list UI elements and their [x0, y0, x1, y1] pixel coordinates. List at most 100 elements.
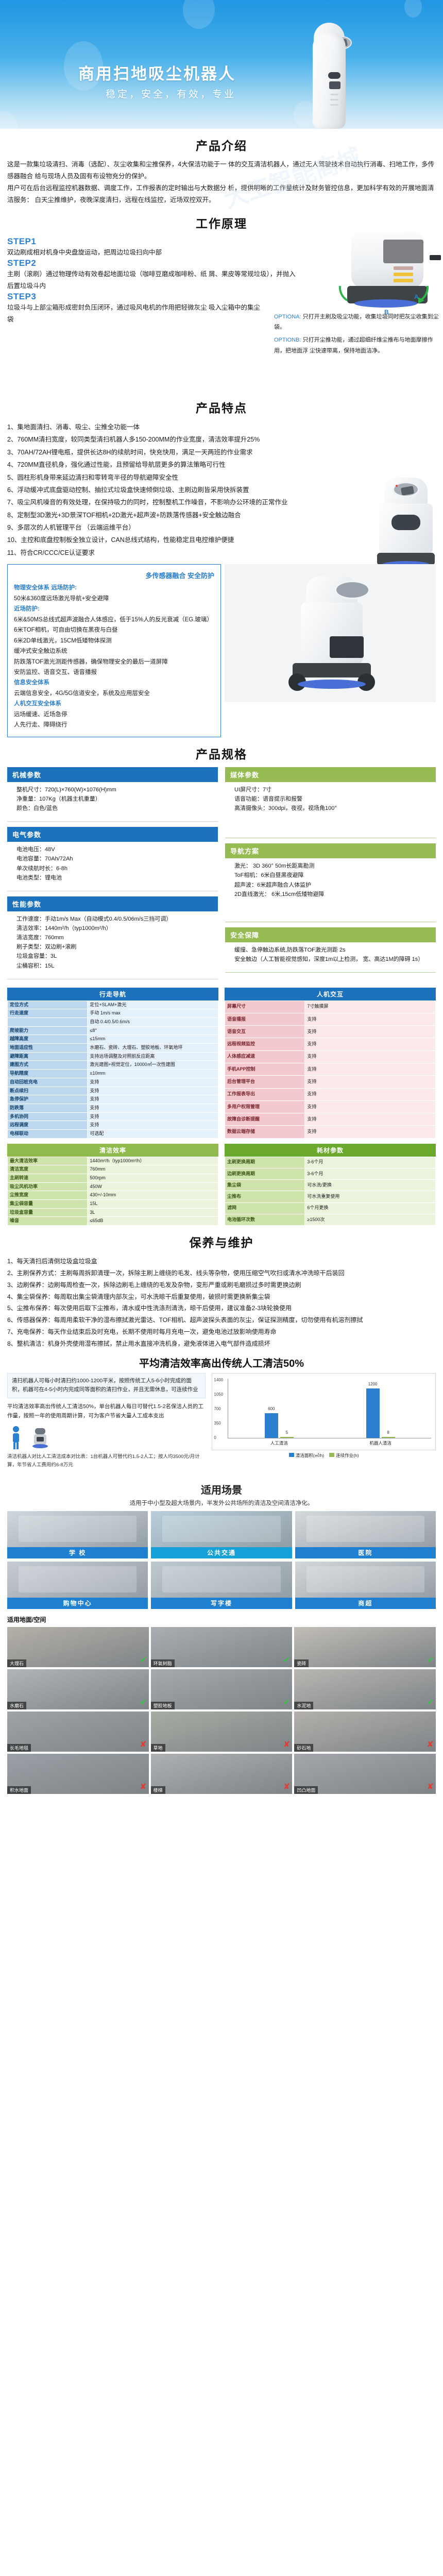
floor-cell: 环氧树脂 ✔ — [150, 1627, 293, 1668]
spec-title: 性能参数 — [7, 896, 218, 911]
floor-cell: 长毛地毯 ✘ — [7, 1711, 149, 1752]
table-cell-value: 支持 — [304, 1012, 436, 1026]
principle-section: A B STEP1 双边刷成相对机身中央盘旋运动，把周边垃圾扫向中部 STEP2… — [0, 232, 443, 392]
decorative-blob — [404, 0, 422, 18]
hero-banner: 商用扫地吸尘机器人 稳定，安全，有效，专业 — [0, 0, 443, 129]
sensor-line: 缓冲式安全触边系统 — [14, 648, 67, 655]
table-cell-key: 集尘袋容量 — [7, 1199, 88, 1209]
table-cell-key: 建图方式 — [7, 1060, 88, 1070]
maintenance-item: 6、传感器保养：每周用柔软干净的湿布擦拭激光雷达、TOF相机、超声波探头表面的灰… — [7, 1316, 363, 1324]
floor-cell: 楼梯 ✘ — [150, 1754, 293, 1794]
scenes-grid: 学 校公共交通 医院 购物中心 写字楼 商超 — [0, 1511, 443, 1609]
efficiency-chart-column: 0 350 700 1050 1400 600 5 人工清洁 1200 8 机器人清洁 清洁面积(… — [212, 1372, 436, 1470]
rotation-arrow-icon — [338, 285, 429, 303]
table-cell-value: 450W — [87, 1182, 218, 1192]
scenes-heading: 适用场景 — [201, 1485, 242, 1497]
intro-paragraph: 用户可在后台远程监控机器数据、调度工作，工作报表的定时输出与大数据分 析，提供明… — [7, 184, 434, 204]
sensor-safety-box: 多传感器融合 安全防护 物理安全体系 远场防护: 50米&360度远场激光导航+… — [7, 564, 221, 737]
efficiency-bar-chart: 0 350 700 1050 1400 600 5 人工清洁 1200 8 机器人清洁 — [212, 1372, 436, 1450]
sensor-line: 云端信息安全，4G/5G信道安全，系统及应用层安全 — [14, 690, 150, 697]
table-cell-key: 清洁宽度 — [7, 1165, 88, 1175]
chart-bar-value: 8 — [387, 1430, 389, 1435]
table-cell-value: 7寸触摸屏 — [304, 1000, 436, 1013]
table-cell-key — [7, 1018, 88, 1027]
table-cell-key: 数据云端存储 — [224, 1125, 305, 1139]
floor-cell: 大理石 ✔ — [7, 1627, 149, 1668]
table-cell-key: 导航精度 — [7, 1069, 88, 1078]
table-cell-value: ≥1500次 — [304, 1213, 436, 1226]
features-heading: 产品特点 — [196, 401, 247, 415]
table-cell-value: ≤8° — [87, 1026, 218, 1036]
floor-cell: 塑胶地板 ✔ — [150, 1669, 293, 1710]
table-cell-value: 15L — [87, 1199, 218, 1209]
spec-row: 清洁效率：1440m²/h（typ1000m²/h） — [16, 925, 112, 931]
label-b: B — [384, 308, 389, 316]
chart-bar-group: 1200 8 机器人清洁 — [366, 1382, 395, 1446]
floor-label: 草地 — [150, 1744, 165, 1752]
table-caption: 清洁效率 — [7, 1143, 218, 1157]
table-cell-key: 多用户权限管理 — [224, 1100, 305, 1114]
spec-title: 机械参数 — [7, 767, 218, 782]
spec-row: 工作速度：手动1m/s Max（自动模式0.4/0.5/06m/s三挡可调） — [16, 916, 172, 922]
sensor-group-head: 人机交互安全体系 — [14, 701, 61, 707]
table-cell-key: 自动回桩充电 — [7, 1077, 88, 1087]
table-cell-key: 电梯联动 — [7, 1129, 88, 1139]
chart-bar-value: 1200 — [368, 1381, 378, 1386]
table-row: 避障距离 支持远场调整及对照前反应距离 — [7, 1052, 218, 1061]
sensor-line: 6米2D单线激光，15CM低矮物体探测 — [14, 637, 112, 644]
chart-legend-item: 连续作业(h) — [329, 1452, 359, 1459]
table-row: 自动 0.4/0.5/0.6m/s — [7, 1018, 218, 1027]
spec-block-navigation: 导航方案 激光： 3D 360° 50m长距离勘测 ToF相机：6米白昼黑夜避障… — [225, 843, 436, 903]
spec-row: 整机尺寸：720(L)×760(W)×1076(H)mm — [16, 786, 116, 793]
feature-item: 4、720MM直径机身，强化通过性能，且预留给导航层更多的算法策略可行性 — [7, 461, 226, 469]
table-cell-value: 支持 — [304, 1113, 436, 1126]
chart-bar: 5 — [280, 1430, 294, 1438]
table-cell-value: 定位+SLAM+激光 — [87, 1000, 218, 1010]
floor-label: 塑胶地板 — [150, 1702, 175, 1710]
table-cell-key: 行走速度 — [7, 1009, 88, 1019]
table-cell-key: 主刷转速 — [7, 1174, 88, 1183]
chart-axes: 0 350 700 1050 1400 600 5 人工清洁 1200 8 机器人清洁 — [214, 1378, 431, 1446]
table-cell-key: 尘推布 — [224, 1191, 305, 1203]
scene-photo — [162, 1516, 281, 1542]
table-row: 噪音 ≤65dB — [7, 1216, 218, 1226]
feature-item: 6、浮动缓冲式底盘驱动控制、抽拉式垃圾盒快速倾倒垃圾、主刷边刷皆采用快拆装置 — [7, 486, 249, 494]
intro-body: 大工智能商城 这是一款集垃圾清扫、消毒（选配）、灰尘收集和尘推保养，4大保洁功能… — [0, 144, 443, 213]
table-cell-value: 1440m²/h（typ1000m²/h） — [87, 1156, 218, 1166]
feature-item: 11、符合CR/CCC/CE认证要求 — [7, 549, 95, 556]
table-cell-key: 多机协同 — [7, 1112, 88, 1122]
table-row: 远程调度 支持 — [7, 1121, 218, 1130]
cross-icon: ✘ — [283, 1783, 291, 1792]
floor-cell: 瓷砖 ✔ — [294, 1627, 436, 1668]
table-cell-key: 定位方式 — [7, 1000, 88, 1010]
table-cell-value: 支持 — [87, 1121, 218, 1130]
efficiency-title: 平均清洁效率高出传统人工清洁50% — [139, 1358, 304, 1369]
floor-label: 瓷砖 — [294, 1659, 309, 1668]
floors-grid: 大理石 ✔ 环氧树脂 ✔ 瓷砖 ✔ 水磨石 ✔ 塑胶地板 ✔ 水泥地 ✔ 长毛地毯 ✘ 草地 ✘ 砂石地 ✘ 积水地… — [0, 1627, 443, 1802]
spec-block-performance: 性能参数 工作速度：手动1m/s Max（自动模式0.4/0.5/06m/s三挡… — [7, 896, 218, 975]
floor-label: 大理石 — [7, 1659, 27, 1668]
table-row: 垃圾盒容量 3L — [7, 1208, 218, 1217]
table-cell-value: 支持 — [304, 1100, 436, 1114]
table-cell-value: 6个月更换 — [304, 1202, 436, 1214]
table-cell-value: 3-6个月 — [304, 1167, 436, 1180]
worker-icon — [13, 1426, 19, 1449]
efficiency-section: 清扫机器人可每小时清扫约1000-1200平米，按照传统工人5-6小时完成的面积… — [0, 1372, 443, 1475]
chart-bar-value: 600 — [268, 1406, 275, 1411]
spec-row: 超声波：6米超声融合人体监护 — [234, 882, 312, 888]
spec-row: 安全触边（人工智能视觉感知，深度1m以上检测， 宽、高达1M的障碍 1s） — [234, 956, 424, 962]
product-page: 商用扫地吸尘机器人 稳定，安全，有效，专业 产品介绍 大工智能商城 这是一款集垃… — [0, 0, 443, 1802]
table-row: 防跌落 支持 — [7, 1103, 218, 1113]
table-caption: 耗材参数 — [225, 1143, 436, 1157]
spec-block-mechanical: 机械参数 整机尺寸：720(L)×760(W)×1076(H)mm 净重量：10… — [7, 767, 218, 817]
check-icon: ✔ — [283, 1698, 291, 1707]
spec-title: 导航方案 — [225, 843, 436, 859]
table-row: 语音交互 支持 — [224, 1025, 436, 1039]
maintenance-list: 1、每天清扫后清倒垃圾盒垃圾盒 2、主刷保养方式：主刷每周拆卸清理一次，拆除主刷… — [0, 1256, 443, 1349]
spec-title: 安全保障 — [225, 927, 436, 942]
decorative-blob — [294, 101, 316, 128]
option-a: OPTIONA: 只打开主刷及吸尘功能，收集垃圾同时把灰尘收集到尘袋。 — [274, 312, 439, 333]
table-cell-key: 故障自诊断提醒 — [224, 1113, 305, 1126]
feature-item: 5、圆柱形机身带来延边清扫和零转弯半径的导航避障安全性 — [7, 473, 178, 481]
option-a-tag: OPTIONA: — [274, 313, 301, 320]
